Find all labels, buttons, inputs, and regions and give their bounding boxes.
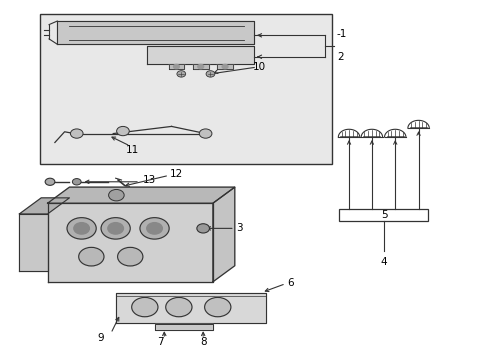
Circle shape [79, 247, 104, 266]
Text: 8: 8 [200, 337, 206, 347]
Circle shape [108, 189, 124, 201]
Circle shape [204, 297, 230, 317]
Polygon shape [47, 187, 234, 203]
Circle shape [67, 218, 96, 239]
Circle shape [197, 224, 209, 233]
Text: 13: 13 [142, 175, 155, 185]
Polygon shape [57, 21, 254, 44]
Text: 2: 2 [336, 52, 343, 62]
Polygon shape [154, 324, 212, 330]
Circle shape [177, 71, 185, 77]
Polygon shape [20, 214, 47, 271]
Circle shape [131, 297, 158, 317]
Circle shape [198, 64, 203, 69]
Circle shape [116, 126, 129, 136]
Polygon shape [193, 64, 208, 69]
Circle shape [45, 178, 55, 185]
Circle shape [165, 297, 192, 317]
Text: 5: 5 [380, 210, 386, 220]
Text: 7: 7 [157, 337, 164, 347]
Polygon shape [217, 64, 232, 69]
Polygon shape [47, 203, 212, 282]
Text: 11: 11 [125, 145, 138, 155]
Polygon shape [168, 64, 184, 69]
Text: 6: 6 [286, 278, 293, 288]
Polygon shape [116, 293, 266, 323]
Circle shape [205, 71, 214, 77]
Circle shape [70, 129, 83, 138]
Circle shape [74, 222, 89, 234]
Text: 12: 12 [170, 169, 183, 179]
Bar [339, 208, 427, 221]
Polygon shape [20, 198, 69, 214]
Polygon shape [147, 46, 254, 64]
Polygon shape [212, 187, 234, 282]
Circle shape [117, 247, 142, 266]
Circle shape [108, 222, 123, 234]
Text: 4: 4 [380, 257, 386, 267]
Bar [40, 14, 331, 164]
Text: -1: -1 [336, 29, 346, 39]
Circle shape [101, 218, 130, 239]
Circle shape [222, 64, 227, 69]
Circle shape [72, 179, 81, 185]
Circle shape [146, 222, 162, 234]
Circle shape [173, 64, 179, 69]
Circle shape [199, 129, 211, 138]
Text: 9: 9 [98, 333, 104, 343]
Text: 10: 10 [253, 62, 266, 72]
Circle shape [140, 218, 169, 239]
Text: 3: 3 [236, 223, 243, 233]
